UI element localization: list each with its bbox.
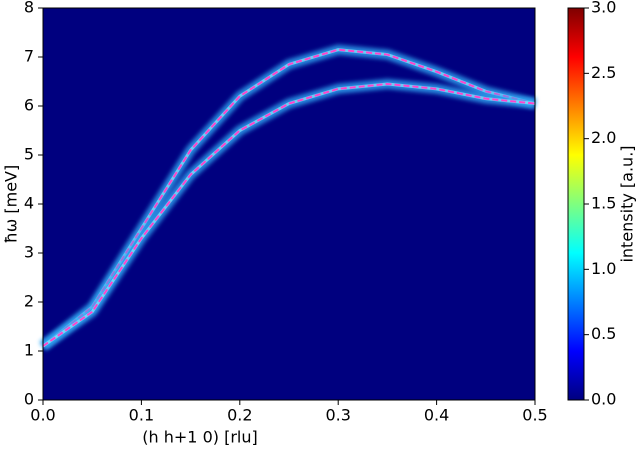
y-axis-label: ħω [meV]: [2, 165, 21, 243]
y-tick-label: 8: [24, 0, 34, 17]
y-tick-label: 4: [24, 194, 34, 213]
x-tick-label: 0.5: [522, 406, 547, 425]
y-tick-label: 7: [24, 47, 34, 66]
x-axis-label: (h h+1 0) [rlu]: [142, 428, 257, 447]
colorbar-tick-label: 0.5: [591, 324, 616, 343]
colorbar-label: intensity [a.u.]: [618, 145, 637, 262]
x-tick-label: 0.1: [129, 406, 154, 425]
y-tick-label: 0: [24, 390, 34, 409]
dispersion-line: [42, 48, 536, 347]
colorbar-tick-label: 3.0: [591, 0, 616, 17]
y-tick-label: 2: [24, 292, 34, 311]
y-tick-label: 3: [24, 243, 34, 262]
y-tick-label: 1: [24, 341, 34, 360]
colorbar-tick-label: 1.0: [591, 259, 616, 278]
x-tick-label: 0.0: [30, 406, 55, 425]
colorbar: [567, 7, 585, 401]
colorbar-tick-label: 1.5: [591, 194, 616, 213]
dispersion-line: [42, 82, 536, 347]
colorbar-tick-label: 2.0: [591, 128, 616, 147]
x-tick-label: 0.4: [424, 406, 449, 425]
x-tick-label: 0.2: [227, 406, 252, 425]
y-tick-label: 6: [24, 96, 34, 115]
colorbar-tick-label: 2.5: [591, 63, 616, 82]
colorbar-tick-label: 0.0: [591, 390, 616, 409]
x-tick-label: 0.3: [325, 406, 350, 425]
y-tick-label: 5: [24, 145, 34, 164]
